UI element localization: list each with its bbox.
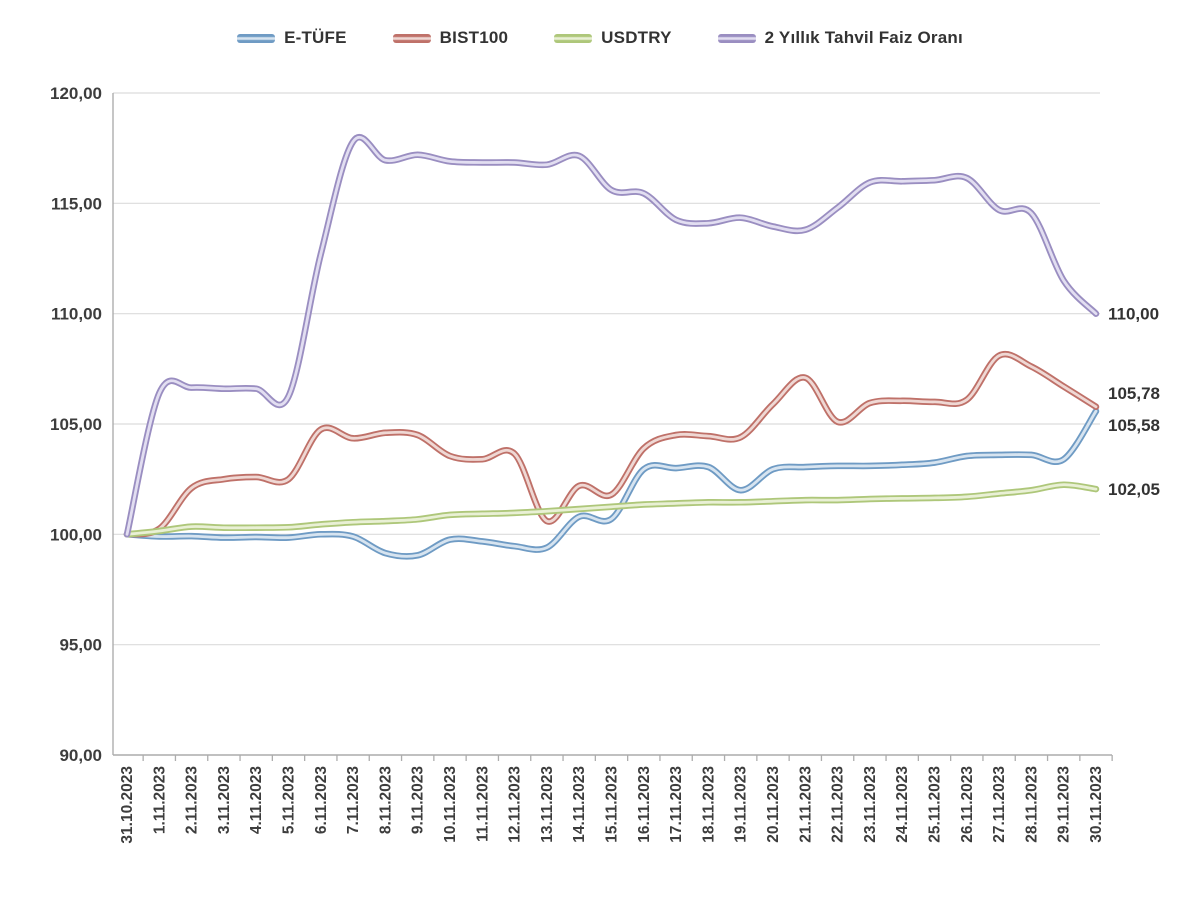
x-tick-label: 11.11.2023 (474, 766, 491, 842)
end-value-label-e-t-fe: 105,58 (1108, 416, 1160, 435)
x-tick-label: 12.11.2023 (507, 766, 524, 843)
series-line-highlight-2-y-ll-k-tahvil-faiz-oran (125, 136, 1098, 536)
x-tick-label: 16.11.2023 (636, 766, 653, 843)
x-tick-label: 27.11.2023 (991, 766, 1008, 843)
x-tick-label: 19.11.2023 (733, 766, 750, 843)
x-tick-label: 10.11.2023 (442, 766, 459, 843)
end-value-label-bist100: 105,78 (1108, 384, 1160, 403)
legend-label: E-TÜFE (284, 28, 347, 47)
x-tick-label: 21.11.2023 (797, 766, 814, 843)
legend-swatch-icon (717, 33, 756, 43)
y-tick-label: 95,00 (59, 636, 102, 655)
x-tick-label: 4.11.2023 (248, 766, 265, 834)
legend-item-bist100: BIST100 (392, 28, 509, 48)
y-tick-label: 105,00 (50, 415, 102, 434)
x-tick-label: 15.11.2023 (604, 766, 621, 843)
x-tick-label: 7.11.2023 (345, 766, 362, 834)
legend-swatch-icon (237, 33, 276, 43)
x-tick-label: 30.11.2023 (1088, 766, 1105, 843)
x-tick-label: 2.11.2023 (184, 766, 201, 834)
series-line-highlight-bist100 (125, 352, 1098, 536)
x-tick-label: 25.11.2023 (927, 766, 944, 843)
end-value-label-2-y-ll-k-tahvil-faiz-oran: 110,00 (1108, 305, 1159, 324)
x-tick-label: 9.11.2023 (410, 766, 427, 834)
x-tick-label: 23.11.2023 (862, 766, 879, 843)
x-tick-label: 1.11.2023 (151, 766, 168, 834)
x-tick-label: 26.11.2023 (959, 766, 976, 843)
legend-item-2-y-ll-k-tahvil-faiz-oran: 2 Yıllık Tahvil Faiz Oranı (717, 28, 963, 48)
x-tick-label: 13.11.2023 (539, 766, 556, 843)
series-line-highlight-e-t-fe (125, 409, 1098, 558)
x-tick-label: 24.11.2023 (894, 766, 911, 843)
legend-label: USDTRY (601, 28, 672, 47)
legend-item-e-t-fe: E-TÜFE (237, 28, 347, 48)
x-tick-label: 6.11.2023 (313, 766, 330, 834)
x-tick-label: 5.11.2023 (281, 766, 298, 834)
y-tick-label: 120,00 (50, 84, 102, 103)
series-line-highlight-usdtry (125, 483, 1098, 536)
x-tick-label: 14.11.2023 (571, 766, 588, 843)
x-tick-label: 20.11.2023 (765, 766, 782, 843)
y-tick-label: 115,00 (51, 194, 102, 213)
y-tick-label: 100,00 (50, 525, 102, 544)
x-tick-label: 8.11.2023 (377, 766, 394, 834)
y-tick-label: 90,00 (59, 746, 102, 765)
legend: E-TÜFE BIST100 USDTRY 2 Yıllık Tahvil Faiz … (0, 28, 1200, 48)
legend-label: BIST100 (439, 28, 509, 47)
x-tick-label: 18.11.2023 (700, 766, 717, 843)
legend-swatch-icon (554, 33, 593, 43)
series-line-2-y-ll-k-tahvil-faiz-oran (123, 134, 1100, 538)
legend-swatch-icon (392, 33, 431, 43)
legend-label: 2 Yıllık Tahvil Faiz Oranı (764, 28, 963, 47)
y-tick-label: 110,00 (51, 305, 102, 324)
x-tick-label: 29.11.2023 (1056, 766, 1073, 843)
x-tick-label: 3.11.2023 (216, 766, 233, 834)
legend-item-usdtry: USDTRY (554, 28, 671, 48)
x-tick-label: 17.11.2023 (668, 766, 685, 843)
x-tick-label: 22.11.2023 (830, 766, 847, 843)
end-value-label-usdtry: 102,05 (1108, 480, 1160, 499)
x-tick-label: 31.10.2023 (119, 766, 136, 844)
x-tick-label: 28.11.2023 (1023, 766, 1040, 843)
